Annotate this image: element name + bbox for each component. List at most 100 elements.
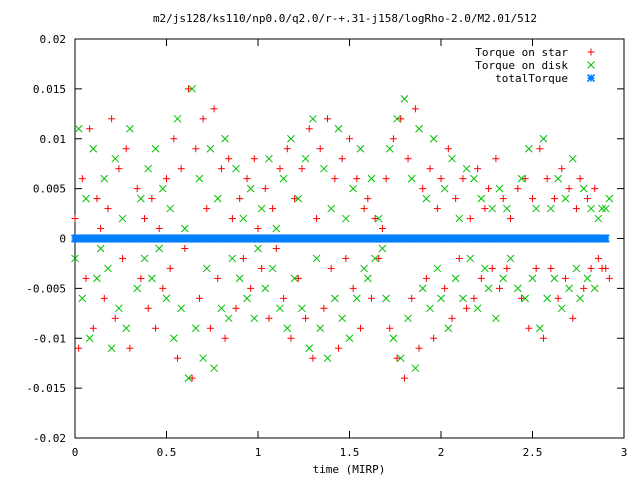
data-point [162, 294, 171, 303]
data-point [298, 165, 306, 173]
data-point [466, 215, 474, 223]
data-point [485, 185, 493, 193]
data-point [118, 214, 127, 223]
data-point [418, 284, 427, 293]
data-point [104, 264, 112, 273]
data-point [474, 165, 482, 173]
data-point [554, 294, 562, 302]
y-tick-label: 0.015 [33, 83, 66, 96]
data-point [250, 314, 259, 323]
data-point [287, 334, 295, 342]
legend-label: Torque on disk [475, 59, 568, 72]
data-point [499, 195, 507, 203]
data-point [89, 324, 97, 332]
data-point [488, 204, 497, 213]
data-point [115, 304, 123, 313]
data-point [100, 294, 108, 302]
data-point [547, 264, 555, 272]
data-point [181, 244, 189, 252]
data-point [349, 184, 358, 193]
data-point [371, 254, 379, 263]
data-point [268, 264, 277, 273]
data-point [477, 194, 486, 203]
data-point [411, 105, 419, 113]
data-point [334, 124, 343, 133]
x-tick-label: 2.5 [523, 446, 543, 459]
data-point [177, 165, 185, 173]
data-point [415, 124, 423, 133]
data-point [137, 274, 145, 282]
data-point [389, 135, 397, 143]
x-tick-label: 0.5 [157, 446, 177, 459]
data-point [225, 155, 233, 163]
data-point [422, 274, 430, 282]
y-tick-label: 0.005 [33, 183, 66, 196]
data-point [166, 264, 174, 272]
data-point [111, 314, 119, 322]
data-point [433, 264, 442, 273]
data-point [426, 165, 434, 173]
data-point [470, 174, 478, 183]
data-point [430, 334, 438, 342]
data-point [572, 264, 581, 273]
data-point [203, 205, 211, 213]
data-point [499, 274, 508, 283]
data-point [323, 354, 332, 363]
series-torque-on-disk [71, 85, 614, 383]
legend-marker [587, 48, 595, 56]
data-point [492, 314, 500, 323]
data-point [78, 175, 86, 183]
data-point [345, 334, 354, 343]
data-point [108, 115, 116, 123]
data-point [283, 145, 291, 153]
data-point [349, 284, 357, 292]
data-point [239, 254, 247, 262]
data-point [374, 214, 383, 223]
data-point [217, 165, 225, 173]
data-point [524, 144, 533, 153]
data-point [221, 134, 229, 143]
data-point [243, 175, 251, 183]
data-point [338, 314, 347, 323]
chart-title: m2/js128/ks110/np0.0/q2.0/r-+.31-j158/lo… [153, 12, 537, 25]
plot-axes: -0.02 -0.015 -0.01 -0.005 0 0.005 0.01 0.015 0.0… [26, 33, 627, 459]
data-point [569, 314, 577, 322]
data-point [246, 184, 255, 193]
data-point [452, 195, 460, 203]
data-point [180, 224, 189, 233]
data-point [294, 194, 303, 203]
data-point [217, 304, 226, 313]
data-point [459, 294, 467, 303]
data-point [462, 164, 471, 173]
data-point [561, 274, 569, 282]
data-point [184, 85, 192, 93]
data-point [503, 264, 511, 272]
y-tick-label: -0.01 [33, 332, 66, 345]
data-point [576, 294, 584, 303]
data-point [210, 364, 218, 373]
data-point [514, 284, 522, 293]
data-point [532, 264, 540, 272]
data-point [250, 155, 258, 163]
data-point [521, 175, 529, 183]
data-point [455, 214, 464, 223]
data-point [133, 284, 142, 293]
data-point [232, 304, 240, 312]
data-point [71, 215, 79, 223]
data-point [85, 334, 94, 343]
data-point [140, 254, 149, 263]
data-point [426, 304, 434, 313]
data-point [407, 174, 416, 183]
x-axis-label: time (MIRP) [313, 463, 386, 476]
data-point [554, 174, 562, 183]
data-point [324, 115, 332, 123]
data-point [356, 144, 365, 153]
data-point [327, 264, 335, 272]
data-point [507, 215, 515, 223]
data-point [433, 205, 441, 213]
data-point [477, 274, 485, 282]
data-point [313, 215, 321, 223]
data-point [561, 194, 570, 203]
